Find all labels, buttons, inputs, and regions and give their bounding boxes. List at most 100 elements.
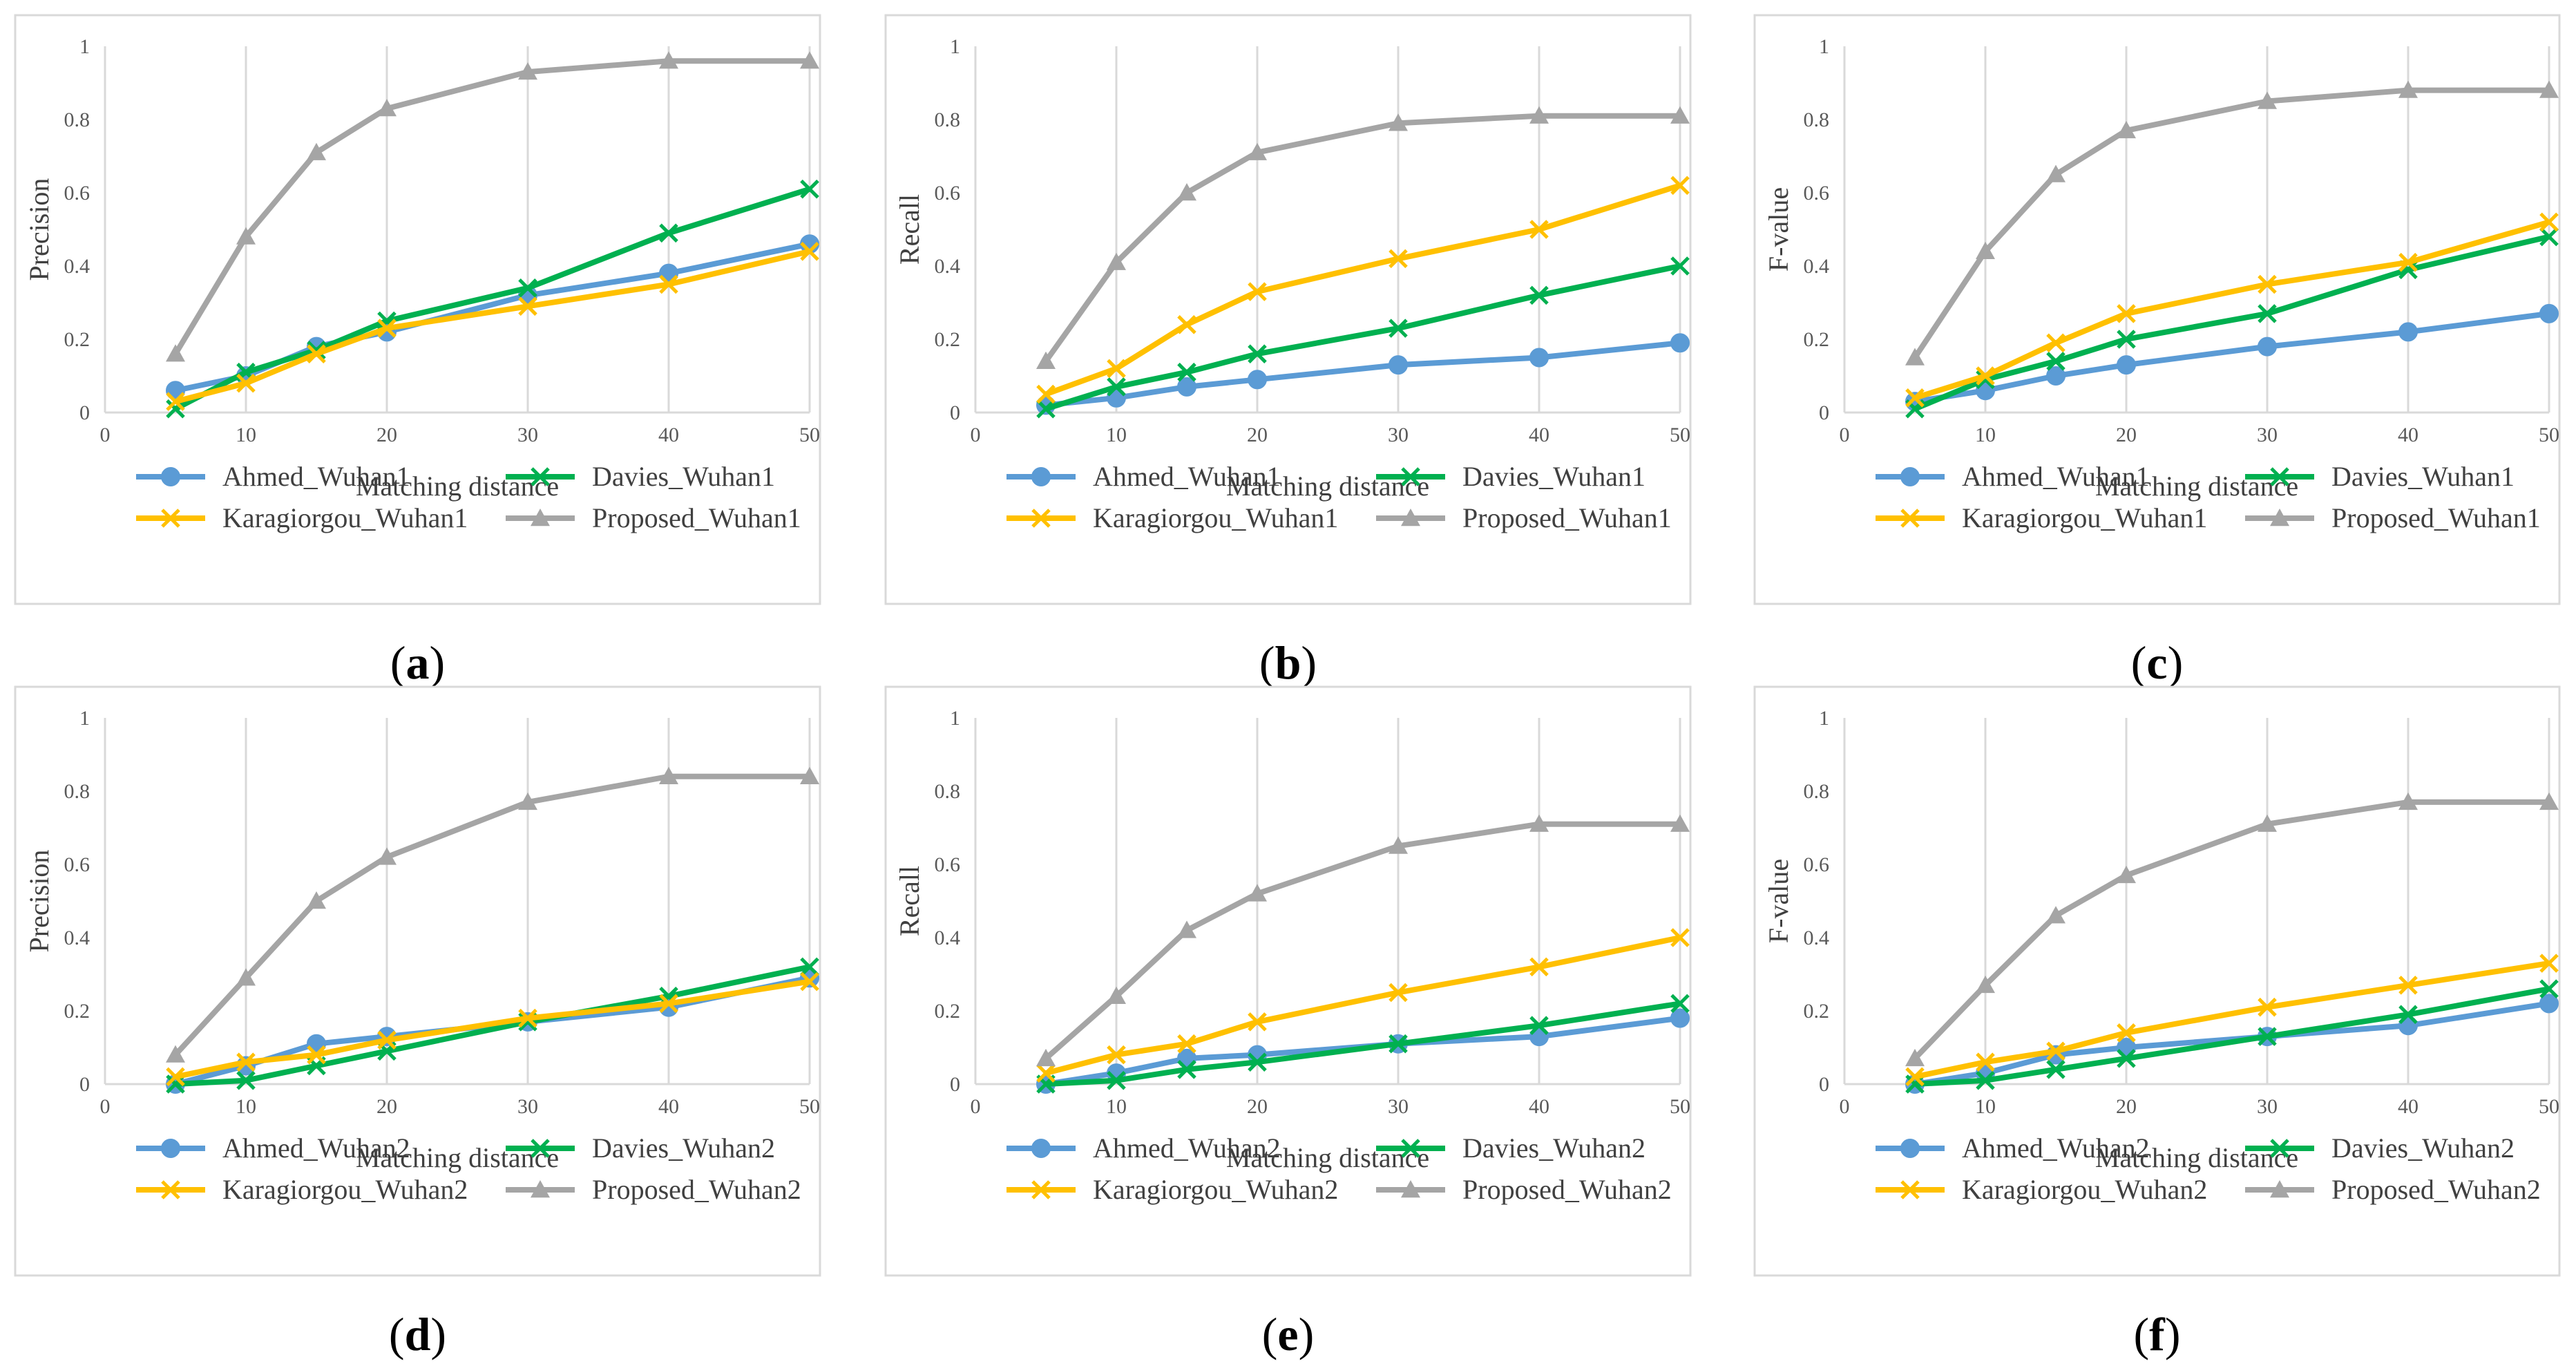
x-tick-label: 0: [1840, 1095, 1850, 1118]
y-axis-title: Recall: [894, 194, 925, 265]
data-point: [1529, 106, 1549, 124]
legend-label: Karagiorgou_Wuhan2: [1962, 1174, 2207, 1205]
legend-item-Ahmed_Wuhan1: Ahmed_Wuhan1: [136, 461, 410, 492]
y-tick-label: 0.6: [64, 182, 90, 205]
series-Proposed_Wuhan2: [1036, 814, 1690, 1067]
y-axis-title: Precision: [23, 850, 55, 953]
legend-marker: [1401, 467, 1420, 486]
data-point: [518, 792, 537, 810]
x-tick-label: 50: [799, 424, 820, 446]
data-point: [518, 296, 537, 316]
y-tick-label: 0.8: [1804, 780, 1830, 803]
data-point: [1107, 359, 1126, 379]
data-point: [1177, 377, 1196, 397]
x-tick-label: 20: [376, 1095, 397, 1118]
data-point: [2046, 333, 2065, 353]
panel-frame: [14, 14, 821, 605]
data-point: [1248, 282, 1267, 301]
data-point: [307, 344, 326, 363]
y-tick-label: 0.2: [64, 328, 90, 351]
legend-item-Karagiorgou_Wuhan1: Karagiorgou_Wuhan1: [1006, 502, 1338, 533]
panel-letter-paren: (: [2134, 1308, 2150, 1360]
legend-marker: [1900, 1139, 1920, 1158]
legend-item-Davies_Wuhan1: Davies_Wuhan1: [2245, 461, 2515, 492]
x-tick-label: 10: [1106, 1095, 1127, 1118]
data-point: [1177, 183, 1196, 201]
series-Proposed_Wuhan1: [1036, 106, 1690, 369]
legend-label: Davies_Wuhan2: [1462, 1132, 1645, 1164]
y-tick-label: 1: [1819, 707, 1829, 730]
legend-item-Proposed_Wuhan1: Proposed_Wuhan1: [506, 502, 801, 533]
y-tick-label: 0.8: [64, 780, 90, 803]
y-tick-label: 0.4: [64, 927, 90, 949]
legend-marker: [1401, 509, 1420, 527]
data-point: [1670, 333, 1690, 353]
legend-item-Davies_Wuhan1: Davies_Wuhan1: [506, 461, 775, 492]
y-tick-label: 0: [1819, 401, 1829, 424]
data-point: [2539, 994, 2559, 1014]
data-point: [2258, 1027, 2277, 1046]
y-axis-title: F-value: [1763, 859, 1794, 943]
panel-letter-char: f: [2149, 1308, 2166, 1360]
series-Karagiorgou_Wuhan2: [1905, 954, 2559, 1087]
x-tick-label: 30: [2257, 424, 2278, 446]
x-tick-label: 40: [1529, 1095, 1549, 1118]
data-point: [1248, 142, 1267, 160]
data-point: [2258, 91, 2277, 109]
data-point: [2539, 979, 2559, 998]
data-point: [307, 142, 326, 160]
panel-letter: (c): [2131, 636, 2184, 689]
legend-marker: [2270, 509, 2289, 527]
panel-letter: (b): [1259, 636, 1317, 689]
y-tick-label: 0.6: [935, 853, 961, 876]
legend-label: Davies_Wuhan1: [592, 461, 775, 492]
legend-marker: [1031, 467, 1051, 486]
data-point: [1389, 319, 1408, 338]
legend-marker: [2270, 1180, 2289, 1198]
legend-marker: [161, 1139, 180, 1158]
legend-marker: [1900, 467, 1920, 486]
data-point: [1248, 344, 1267, 363]
data-point: [236, 1052, 256, 1072]
legend-item-Davies_Wuhan2: Davies_Wuhan2: [1376, 1132, 1645, 1164]
data-point: [659, 766, 678, 784]
y-axis-title: Recall: [894, 866, 925, 936]
legend-label: Proposed_Wuhan2: [2331, 1174, 2541, 1205]
data-point: [518, 62, 537, 80]
data-point: [800, 957, 819, 977]
y-tick-label: 0.4: [935, 927, 961, 949]
x-tick-label: 40: [658, 424, 679, 446]
y-tick-label: 0.2: [64, 1000, 90, 1023]
data-point: [2117, 1023, 2136, 1043]
legend-label: Ahmed_Wuhan2: [1962, 1132, 2150, 1164]
data-point: [1905, 348, 1925, 366]
y-tick-label: 0.6: [1804, 853, 1830, 876]
y-tick-label: 0: [950, 1073, 960, 1096]
legend-item-Ahmed_Wuhan1: Ahmed_Wuhan1: [1006, 461, 1281, 492]
legend-marker: [531, 467, 550, 486]
series-Davies_Wuhan1: [166, 179, 819, 419]
data-point: [1177, 1060, 1196, 1079]
y-tick-label: 0: [950, 401, 960, 424]
data-point: [377, 847, 397, 865]
data-point: [659, 51, 678, 69]
data-point: [1976, 241, 1995, 259]
x-tick-label: 10: [236, 1095, 256, 1118]
data-point: [2539, 303, 2559, 323]
series-Karagiorgou_Wuhan1: [166, 242, 819, 411]
y-axis-title: Precision: [23, 178, 55, 281]
x-tick-label: 10: [1975, 424, 1996, 446]
data-point: [659, 994, 678, 1014]
legend-label: Ahmed_Wuhan2: [1093, 1132, 1281, 1164]
x-tick-label: 20: [1247, 424, 1268, 446]
data-point: [1670, 814, 1690, 832]
data-point: [1529, 814, 1549, 832]
data-point: [2539, 212, 2559, 232]
panel-letter-paren: (: [2131, 636, 2147, 689]
x-tick-label: 40: [1529, 424, 1549, 446]
y-tick-label: 0.2: [1804, 1000, 1830, 1023]
data-point: [2398, 322, 2418, 342]
data-point: [1670, 256, 1690, 276]
data-point: [800, 766, 819, 784]
